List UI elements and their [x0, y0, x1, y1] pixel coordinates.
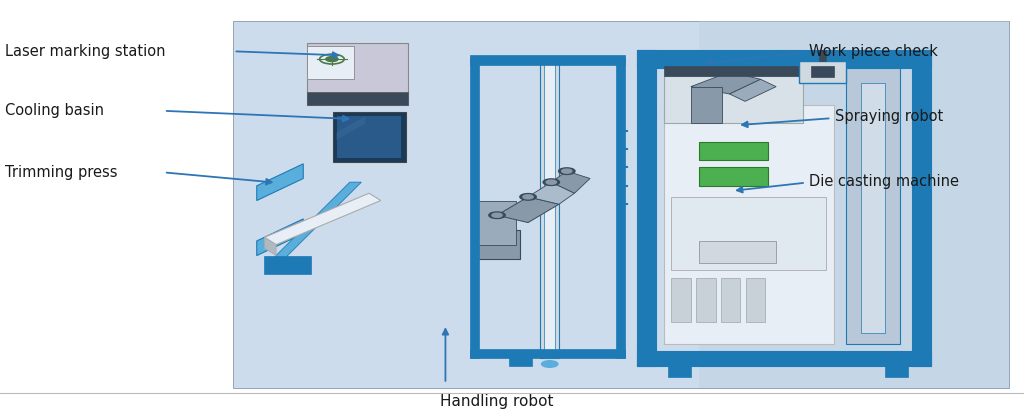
Polygon shape: [497, 197, 559, 223]
FancyBboxPatch shape: [477, 201, 516, 245]
FancyBboxPatch shape: [672, 278, 691, 322]
Polygon shape: [729, 79, 776, 102]
FancyBboxPatch shape: [668, 362, 691, 377]
FancyBboxPatch shape: [800, 61, 846, 83]
Circle shape: [523, 195, 534, 199]
FancyBboxPatch shape: [885, 362, 908, 377]
Polygon shape: [528, 182, 574, 204]
Circle shape: [326, 57, 338, 62]
Polygon shape: [337, 116, 366, 140]
FancyBboxPatch shape: [307, 92, 408, 105]
Text: Trimming press: Trimming press: [5, 165, 118, 180]
FancyBboxPatch shape: [233, 21, 1009, 388]
Circle shape: [559, 168, 575, 174]
FancyBboxPatch shape: [470, 349, 625, 358]
Circle shape: [562, 169, 572, 173]
FancyBboxPatch shape: [615, 57, 625, 358]
FancyBboxPatch shape: [337, 116, 401, 158]
Text: Handling robot: Handling robot: [440, 394, 553, 409]
FancyBboxPatch shape: [470, 55, 625, 65]
FancyBboxPatch shape: [698, 167, 768, 186]
Circle shape: [546, 180, 556, 184]
Circle shape: [488, 212, 505, 219]
FancyBboxPatch shape: [698, 142, 768, 160]
FancyBboxPatch shape: [721, 278, 740, 322]
Circle shape: [492, 213, 502, 217]
FancyBboxPatch shape: [637, 357, 659, 366]
FancyBboxPatch shape: [307, 43, 408, 105]
FancyBboxPatch shape: [637, 50, 931, 68]
Circle shape: [543, 179, 559, 185]
FancyBboxPatch shape: [307, 46, 353, 79]
FancyBboxPatch shape: [819, 50, 826, 61]
Circle shape: [520, 194, 537, 200]
FancyBboxPatch shape: [540, 57, 559, 358]
Polygon shape: [264, 237, 276, 256]
Polygon shape: [551, 171, 590, 193]
Text: Work piece check: Work piece check: [809, 44, 938, 59]
Polygon shape: [257, 219, 303, 256]
FancyBboxPatch shape: [544, 57, 555, 358]
FancyBboxPatch shape: [696, 278, 716, 322]
FancyBboxPatch shape: [698, 241, 776, 263]
FancyBboxPatch shape: [474, 230, 520, 259]
Text: Die casting machine: Die casting machine: [809, 174, 958, 189]
Circle shape: [542, 361, 558, 367]
Polygon shape: [272, 182, 361, 259]
Polygon shape: [691, 72, 761, 94]
FancyBboxPatch shape: [691, 87, 722, 123]
FancyBboxPatch shape: [846, 68, 900, 344]
FancyBboxPatch shape: [861, 83, 885, 333]
FancyBboxPatch shape: [698, 21, 1009, 388]
Polygon shape: [257, 164, 303, 201]
FancyBboxPatch shape: [637, 351, 931, 366]
Text: Cooling basin: Cooling basin: [5, 103, 104, 118]
FancyBboxPatch shape: [911, 50, 931, 366]
FancyBboxPatch shape: [509, 357, 531, 366]
FancyBboxPatch shape: [333, 112, 407, 162]
FancyBboxPatch shape: [664, 105, 835, 344]
FancyBboxPatch shape: [664, 76, 803, 123]
FancyBboxPatch shape: [470, 57, 479, 358]
FancyBboxPatch shape: [811, 67, 835, 77]
FancyBboxPatch shape: [664, 67, 803, 76]
FancyBboxPatch shape: [745, 278, 765, 322]
FancyBboxPatch shape: [264, 256, 311, 274]
FancyBboxPatch shape: [637, 50, 656, 366]
Text: Spraying robot: Spraying robot: [835, 109, 943, 125]
Polygon shape: [264, 193, 381, 245]
Text: Laser marking station: Laser marking station: [5, 44, 166, 59]
FancyBboxPatch shape: [672, 197, 826, 270]
